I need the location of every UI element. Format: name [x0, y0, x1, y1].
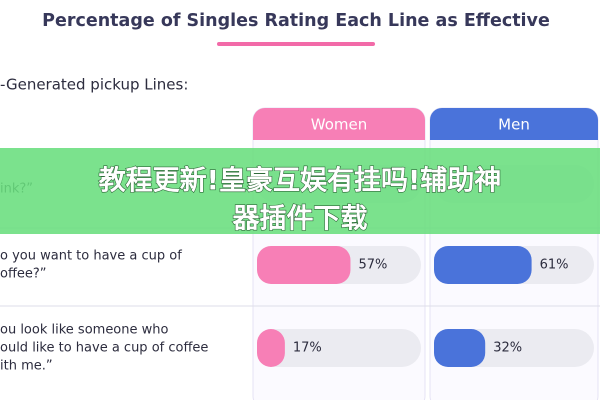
- legend-label: Women: [311, 116, 367, 134]
- category-label: o you want to have a cup of: [0, 249, 182, 264]
- legend-label: Men: [498, 116, 530, 134]
- banner-text: 器插件下载: [232, 204, 368, 235]
- bar: [434, 246, 532, 284]
- bar-track: [257, 329, 421, 367]
- column-header: [253, 108, 425, 140]
- category-label: ith me.”: [0, 359, 53, 374]
- category-label: offee?”: [0, 267, 47, 282]
- banner-text: 教程更新!皇豪互娱有挂吗!辅助神: [99, 165, 502, 197]
- category-label: ou look like someone who: [0, 323, 169, 338]
- bar: [257, 246, 351, 284]
- overlay-banner: [0, 148, 600, 234]
- bar: [434, 329, 486, 367]
- bar: [257, 329, 285, 367]
- chart-title: Percentage of Singles Rating Each Line a…: [42, 11, 550, 31]
- column-header: [430, 108, 598, 140]
- value-label: 32%: [493, 341, 522, 356]
- category-label: ould like to have a cup of coffee: [0, 341, 208, 356]
- value-label: 17%: [293, 341, 322, 356]
- value-label: 61%: [540, 258, 569, 273]
- title-underline: [217, 42, 375, 46]
- subtitle: -Generated pickup Lines:: [0, 76, 188, 94]
- value-label: 57%: [358, 258, 387, 273]
